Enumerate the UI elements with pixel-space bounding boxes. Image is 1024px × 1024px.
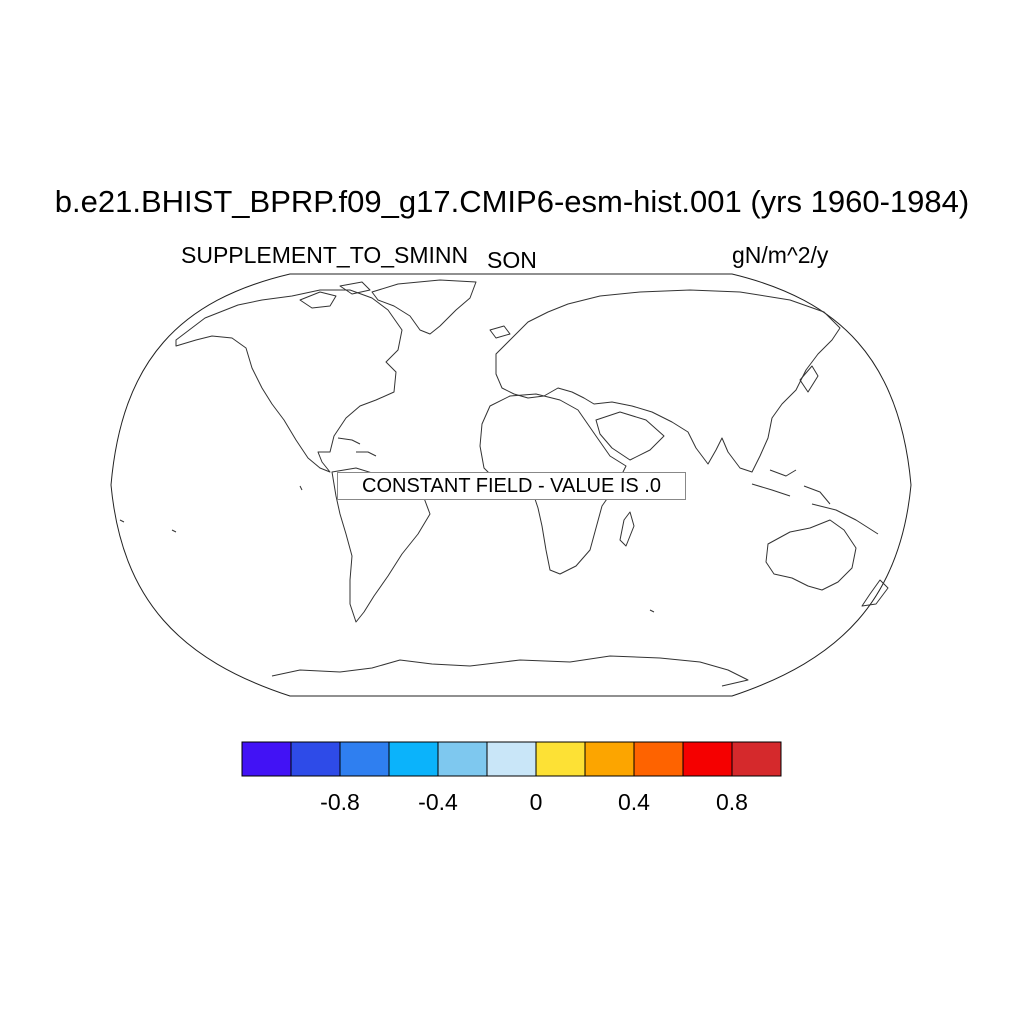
coastline-arctic-islands bbox=[299, 281, 371, 309]
coastline-maritime-asia bbox=[751, 469, 879, 535]
coastline-new-zealand bbox=[861, 579, 889, 607]
colorbar-swatch bbox=[633, 741, 684, 777]
colorbar-swatch bbox=[682, 741, 733, 777]
colorbar-tick-label: 0 bbox=[530, 789, 543, 815]
coastline-arabia bbox=[595, 411, 665, 461]
coastline-japan bbox=[799, 365, 819, 393]
constant-field-message: CONSTANT FIELD - VALUE IS .0 bbox=[337, 472, 686, 500]
colorbar-tick-label: -0.4 bbox=[418, 789, 458, 815]
coastline-north-america bbox=[175, 289, 403, 473]
colorbar-tick-label: 0.4 bbox=[618, 789, 650, 815]
coastline-greenland bbox=[371, 279, 477, 335]
colorbar-swatch bbox=[388, 741, 439, 777]
colorbar-tick-label: -0.8 bbox=[320, 789, 360, 815]
colorbar-swatch bbox=[535, 741, 586, 777]
colorbar-swatch bbox=[731, 741, 782, 777]
colorbar-swatch bbox=[437, 741, 488, 777]
plot-title: b.e21.BHIST_BPRP.f09_g17.CMIP6-esm-hist.… bbox=[54, 184, 970, 219]
coastline-caribbean bbox=[337, 437, 377, 457]
coastline-iceland bbox=[489, 325, 511, 339]
colorbar-swatch bbox=[486, 741, 537, 777]
coastline-australia bbox=[765, 519, 857, 591]
colorbar-swatch bbox=[241, 741, 292, 777]
coastline-antarctica bbox=[271, 655, 749, 687]
colorbar-swatch bbox=[339, 741, 390, 777]
colorbar-swatch bbox=[584, 741, 635, 777]
variable-label: SUPPLEMENT_TO_SMINN bbox=[181, 242, 469, 268]
colorbar-tick-label: 0.8 bbox=[716, 789, 748, 815]
units-label: gN/m^2/y bbox=[732, 242, 829, 268]
season-label: SON bbox=[487, 247, 537, 273]
colorbar-swatch bbox=[290, 741, 341, 777]
coastline-eurasia bbox=[495, 289, 841, 473]
coastline-madagascar bbox=[619, 511, 635, 547]
coastline-small-islands bbox=[119, 485, 655, 613]
